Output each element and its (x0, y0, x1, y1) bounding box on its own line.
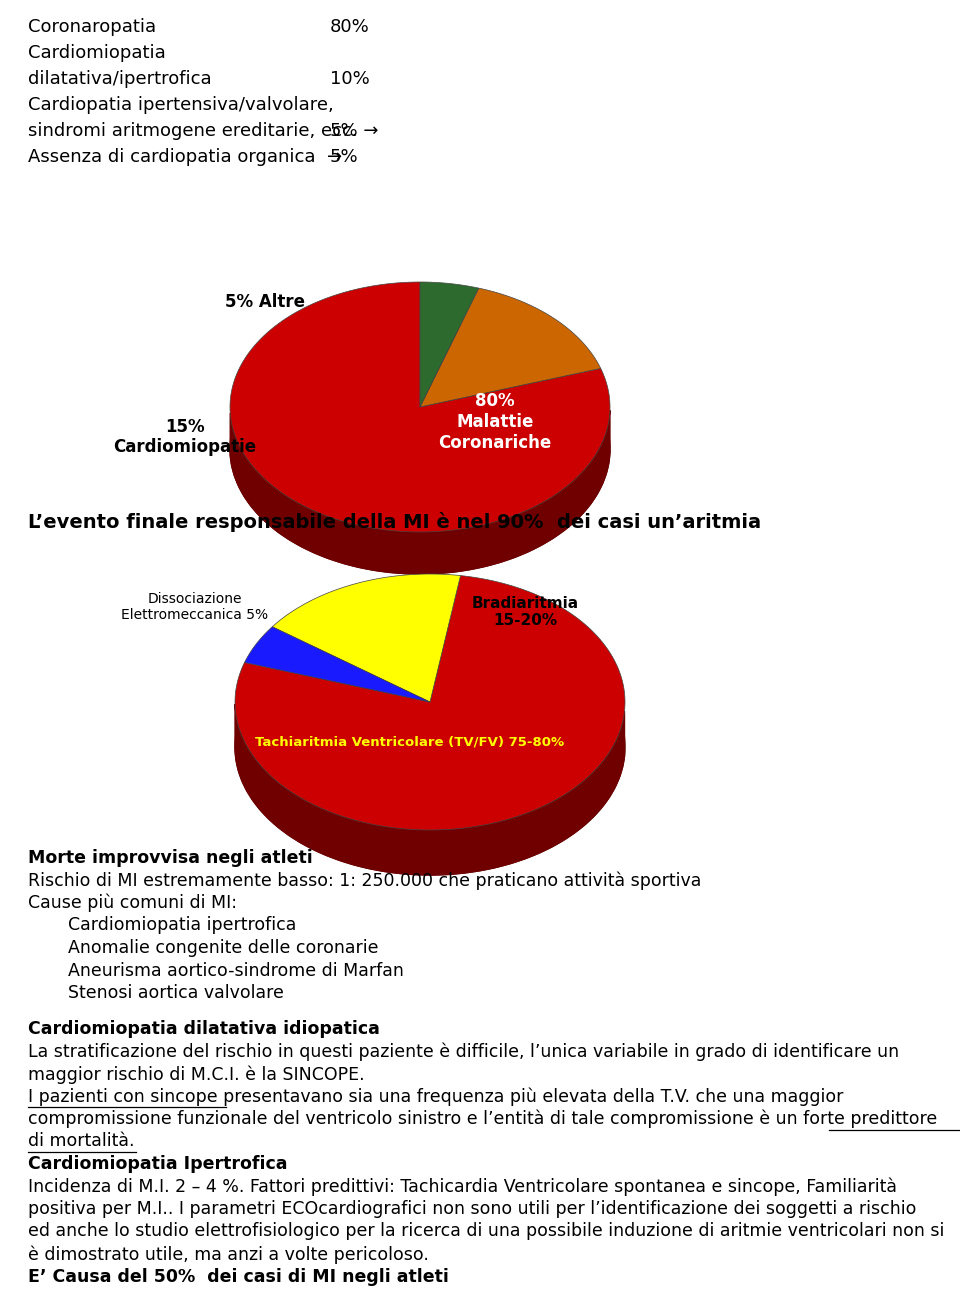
Text: Coronaropatia: Coronaropatia (28, 18, 156, 36)
Polygon shape (230, 283, 610, 533)
Text: compromissione funzionale del ventricolo sinistro e l’entità di tale compromissi: compromissione funzionale del ventricolo… (28, 1111, 937, 1129)
Text: L’evento finale responsabile della MI è nel 90%  dei casi un’aritmia: L’evento finale responsabile della MI è … (28, 512, 761, 533)
Text: Cardiomiopatia Ipertrofica: Cardiomiopatia Ipertrofica (28, 1155, 287, 1173)
Text: E’ Causa del 50%  dei casi di MI negli atleti: E’ Causa del 50% dei casi di MI negli at… (28, 1268, 449, 1285)
Text: sindromi aritmogene ereditarie, ecc. →: sindromi aritmogene ereditarie, ecc. → (28, 122, 378, 141)
Text: 80%
Malattie
Coronariche: 80% Malattie Coronariche (439, 392, 552, 452)
Text: Aneurisma aortico-sindrome di Marfan: Aneurisma aortico-sindrome di Marfan (68, 961, 404, 979)
Text: Incidenza di M.I. 2 – 4 %. Fattori predittivi: Tachicardia Ventricolare spontane: Incidenza di M.I. 2 – 4 %. Fattori predi… (28, 1177, 897, 1197)
Polygon shape (235, 618, 625, 875)
Text: Stenosi aortica valvolare: Stenosi aortica valvolare (68, 984, 284, 1003)
Text: 5%: 5% (330, 148, 359, 165)
Text: I pazienti con sincope presentavano sia una frequenza più elevata della T.V. che: I pazienti con sincope presentavano sia … (28, 1087, 844, 1105)
Text: Cause più comuni di MI:: Cause più comuni di MI: (28, 894, 237, 913)
Text: 5%: 5% (330, 122, 359, 141)
Text: Cardiomiopatia dilatativa idiopatica: Cardiomiopatia dilatativa idiopatica (28, 1019, 380, 1038)
Polygon shape (235, 704, 625, 875)
Text: maggior rischio di M.C.I. è la SINCOPE.: maggior rischio di M.C.I. è la SINCOPE. (28, 1065, 365, 1083)
Polygon shape (230, 410, 610, 574)
Text: 10%: 10% (330, 70, 370, 89)
Text: è dimostrato utile, ma anzi a volte pericoloso.: è dimostrato utile, ma anzi a volte peri… (28, 1245, 429, 1263)
Polygon shape (235, 575, 625, 829)
Text: Cardiomiopatia: Cardiomiopatia (28, 44, 166, 62)
Text: La stratificazione del rischio in questi paziente è difficile, l’unica variabile: La stratificazione del rischio in questi… (28, 1043, 900, 1061)
Text: 5% Altre: 5% Altre (225, 293, 305, 311)
Text: Cardiomiopatia ipertrofica: Cardiomiopatia ipertrofica (68, 917, 297, 935)
Text: 80%: 80% (330, 18, 370, 36)
Text: positiva per M.I.. I parametri ECOcardiografici non sono utili per l’identificaz: positiva per M.I.. I parametri ECOcardio… (28, 1200, 917, 1217)
Text: dilatativa/ipertrofica: dilatativa/ipertrofica (28, 70, 211, 89)
Text: Cardiopatia ipertensiva/valvolare,: Cardiopatia ipertensiva/valvolare, (28, 96, 334, 115)
Polygon shape (245, 626, 430, 702)
Text: Morte improvvisa negli atleti: Morte improvvisa negli atleti (28, 849, 313, 867)
Polygon shape (420, 288, 601, 408)
Text: Tachiaritmia Ventricolare (TV/FV) 75-80%: Tachiaritmia Ventricolare (TV/FV) 75-80% (255, 736, 564, 749)
Text: Bradiaritmia
15-20%: Bradiaritmia 15-20% (471, 596, 579, 628)
Text: Anomalie congenite delle coronarie: Anomalie congenite delle coronarie (68, 939, 378, 957)
Text: 15%
Cardiomiopatie: 15% Cardiomiopatie (113, 418, 256, 457)
Text: Rischio di MI estremamente basso: 1: 250.000 che praticano attività sportiva: Rischio di MI estremamente basso: 1: 250… (28, 871, 702, 891)
Polygon shape (230, 324, 610, 574)
Polygon shape (420, 283, 479, 408)
Text: di mortalità.: di mortalità. (28, 1133, 134, 1151)
Text: Assenza di cardiopatia organica  →: Assenza di cardiopatia organica → (28, 148, 342, 165)
Text: Dissociazione
Elettromeccanica 5%: Dissociazione Elettromeccanica 5% (121, 592, 269, 622)
Polygon shape (273, 574, 461, 702)
Text: ed anche lo studio elettrofisiologico per la ricerca di una possibile induzione : ed anche lo studio elettrofisiologico pe… (28, 1223, 945, 1241)
